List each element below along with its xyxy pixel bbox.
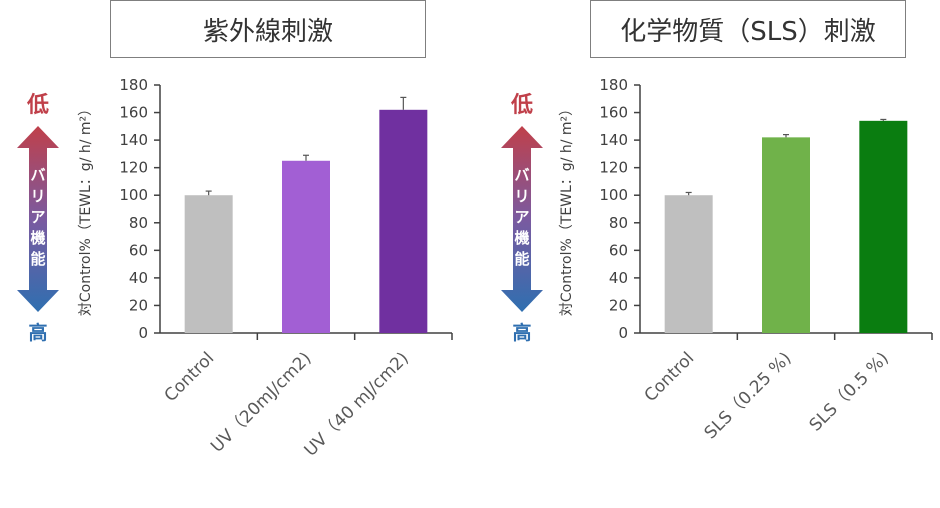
bar (184, 195, 233, 333)
y-tick-label: 80 (129, 214, 148, 232)
y-tick-label: 60 (129, 241, 148, 259)
x-category-label: Control (161, 348, 219, 406)
bar (762, 137, 810, 333)
y-tick-label: 80 (609, 214, 628, 232)
bar (379, 109, 428, 333)
y-axis-label: 対Control%（TEWL：g/ h/ m²） (559, 102, 575, 316)
bar (859, 120, 908, 333)
chart-title-uv: 紫外線刺激 (110, 0, 426, 58)
y-tick-label: 0 (618, 324, 628, 342)
double-arrow-icon (17, 126, 59, 312)
x-category-label: SLS（0.5 %) (806, 348, 893, 435)
y-axis-label: 対Control%（TEWL：g/ h/ m²） (78, 102, 94, 316)
bar-chart-sls: 0 20 40 60 80 100 120 140 160 180 対Control%（TEWL：g… (559, 76, 933, 443)
x-category-label: Control (641, 348, 699, 406)
arrow-label-barrier-char: 機 (30, 229, 45, 247)
x-category-label: UV（40 mJ/cm2) (301, 348, 413, 460)
y-tick-label: 120 (119, 159, 148, 177)
bar-chart-uv: 0 20 40 60 80 100 120 140 160 180 対Control%（TEWL：g… (78, 76, 453, 461)
x-category-label: UV（20mJ/cm2) (207, 348, 315, 456)
arrow-label-barrier-char: 能 (514, 250, 529, 268)
y-tick-label: 40 (609, 269, 628, 287)
arrow-label-barrier-char: ア (30, 208, 45, 226)
arrow-label-low: 低 (510, 93, 533, 118)
x-category-label: SLS（0.25 %) (701, 348, 796, 443)
y-tick-label: 160 (599, 104, 628, 122)
y-tick-label: 140 (599, 131, 628, 149)
y-tick-label: 20 (129, 296, 148, 314)
y-tick-label: 160 (119, 104, 148, 122)
arrow-label-high: 高 (28, 321, 47, 344)
y-tick-label: 100 (119, 186, 148, 204)
arrow-label-low: 低 (26, 93, 49, 118)
y-tick-label: 20 (609, 296, 628, 314)
arrow-label-barrier-char: バ (30, 166, 45, 184)
y-tick-label: 180 (119, 76, 148, 94)
bar (282, 160, 330, 333)
y-tick-label: 0 (138, 324, 148, 342)
y-tick-label: 180 (599, 76, 628, 94)
chart-title-sls: 化学物質（SLS）刺激 (590, 0, 906, 58)
y-tick-label: 120 (599, 159, 628, 177)
arrow-label-barrier-char: リ (30, 187, 45, 205)
bar (664, 195, 713, 333)
arrow-label-barrier-char: 機 (514, 229, 529, 247)
arrow-label-barrier-char: リ (514, 187, 529, 205)
arrow-label-barrier-char: 能 (30, 250, 45, 268)
y-tick-label: 140 (119, 131, 148, 149)
y-tick-label: 40 (129, 269, 148, 287)
double-arrow-icon (501, 126, 543, 312)
arrow-label-high: 高 (512, 321, 531, 344)
y-tick-label: 60 (609, 241, 628, 259)
y-tick-label: 100 (599, 186, 628, 204)
arrow-label-barrier-char: ア (514, 208, 529, 226)
arrow-label-barrier-char: バ (514, 166, 529, 184)
